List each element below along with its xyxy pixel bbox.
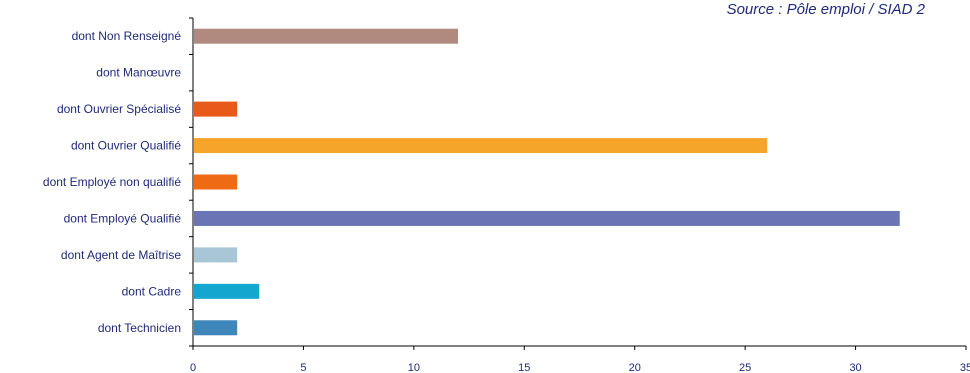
- x-tick-label: 30: [849, 362, 861, 373]
- bar: [194, 138, 768, 154]
- category-label: dont Employé Qualifié: [64, 211, 182, 225]
- bar: [194, 174, 238, 190]
- source-note: Source : Pôle emploi / SIAD 2: [727, 1, 926, 18]
- x-tick-label: 5: [300, 362, 306, 373]
- category-label: dont Manœuvre: [96, 66, 181, 80]
- bar: [194, 247, 238, 263]
- category-label: dont Technicien: [98, 321, 181, 335]
- category-label: dont Employé non qualifié: [43, 175, 181, 189]
- bars-group: [194, 28, 900, 336]
- bar: [194, 210, 900, 226]
- category-label: dont Ouvrier Qualifié: [71, 139, 181, 153]
- x-axis-ticks: 0 5 10 15 20 25 30 35: [190, 346, 970, 373]
- x-tick-label: 25: [739, 362, 751, 373]
- category-label: dont Agent de Maîtrise: [61, 248, 181, 262]
- x-tick-label: 10: [408, 362, 420, 373]
- x-tick-label: 0: [190, 362, 196, 373]
- bar: [194, 28, 459, 44]
- bar: [194, 101, 238, 117]
- category-label: dont Cadre: [122, 284, 182, 298]
- bar: [194, 283, 260, 299]
- x-tick-label: 20: [629, 362, 641, 373]
- x-tick-label: 15: [518, 362, 530, 373]
- category-labels: dont Non Renseigné dont Manœuvre dont Ouvr…: [43, 17, 193, 347]
- category-label: dont Non Renseigné: [72, 29, 182, 43]
- category-label: dont Ouvrier Spécialisé: [57, 102, 181, 116]
- x-tick-label: 35: [960, 362, 970, 373]
- bar: [194, 320, 238, 336]
